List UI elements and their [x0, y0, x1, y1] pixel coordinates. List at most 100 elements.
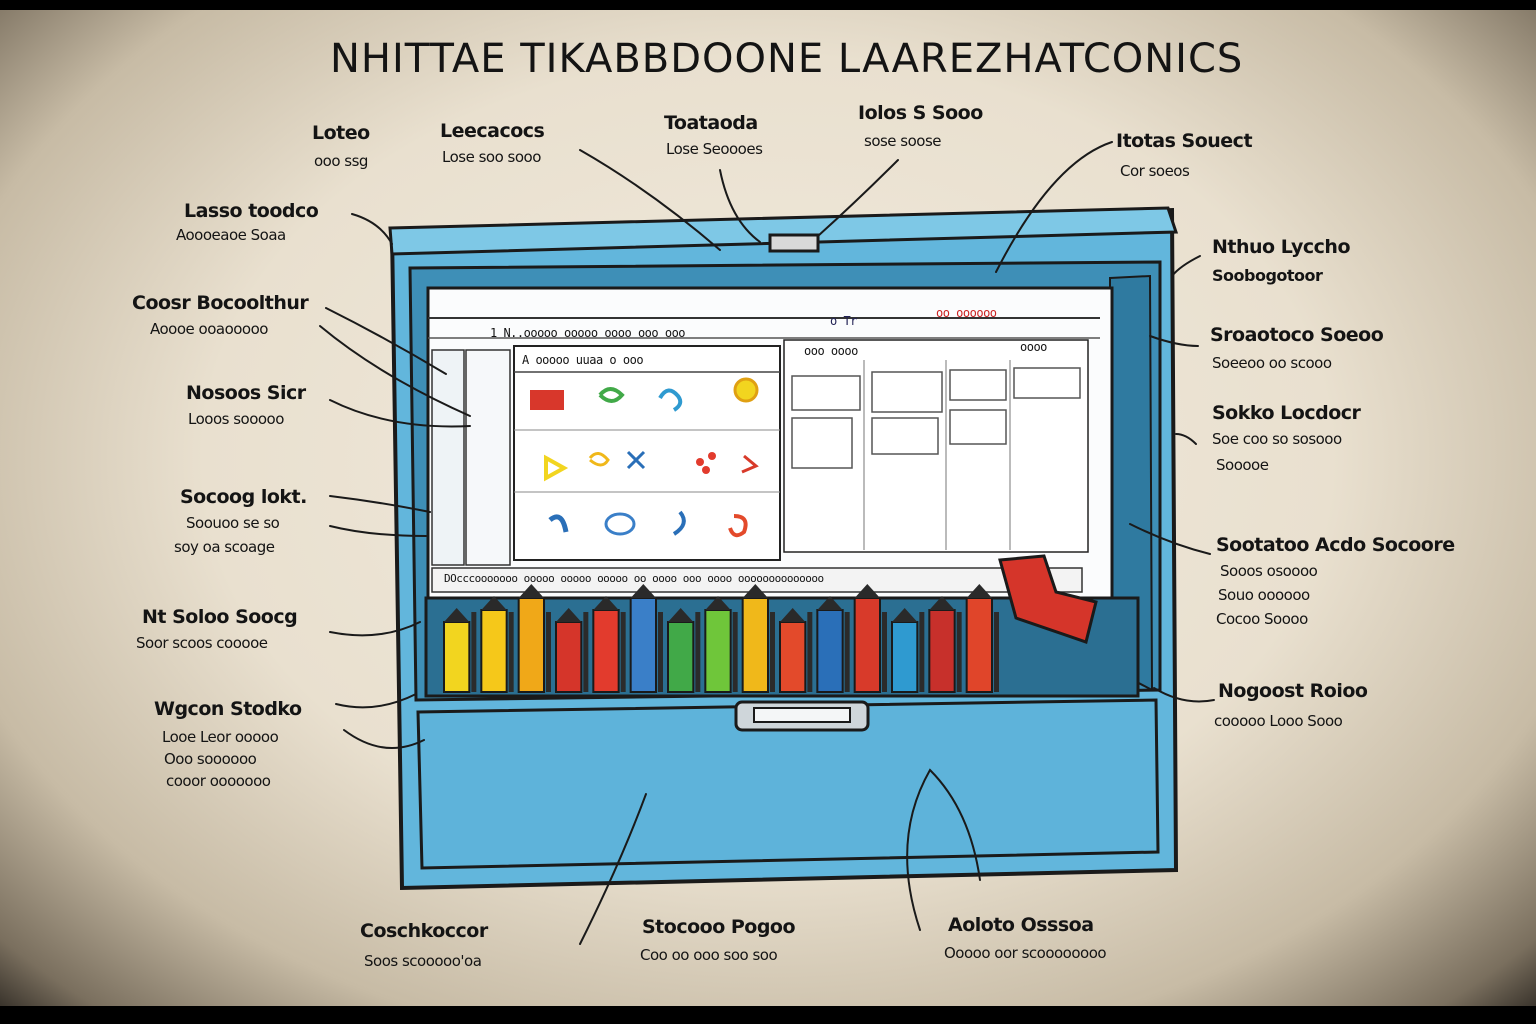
tool-tip	[705, 596, 731, 610]
label-left-6-sub2: Ooo soooooo	[164, 750, 257, 768]
properties-tabs-2[interactable]: oooo	[1020, 340, 1047, 354]
screen-menu[interactable]: 1 N..ooooo ooooo oooo ooo ooo	[490, 326, 686, 340]
label-top-5-sub: Cor soeos	[1120, 162, 1190, 180]
tool-tip	[742, 584, 768, 598]
properties-tabs[interactable]: ooo oooo	[804, 344, 858, 358]
tool-tip	[854, 584, 880, 598]
cabinet-drawer[interactable]	[416, 698, 1160, 870]
tool-item	[853, 597, 882, 693]
tool-item	[891, 621, 919, 693]
label-top-3-sub: Lose Seoooes	[666, 140, 763, 158]
cabinet-lid	[388, 206, 1179, 256]
tool-divider	[807, 612, 813, 692]
tool-divider	[882, 612, 887, 692]
label-bottom-3-head: Aoloto Osssoa	[948, 914, 1094, 936]
tool-divider	[844, 612, 850, 692]
palette-sidebar[interactable]	[465, 349, 511, 566]
tool-item	[741, 597, 770, 693]
label-top-4-head: Iolos S Sooo	[858, 102, 983, 124]
label-left-1-head: Lasso toodco	[184, 200, 319, 222]
label-bottom-3-sub: Ooooo oor scoooooooo	[944, 944, 1107, 962]
tool-item	[667, 621, 695, 693]
drawing-canvas[interactable]	[513, 345, 781, 561]
label-left-4-sub: Soouoo se so	[186, 514, 280, 532]
tool-tip	[593, 596, 619, 610]
screen-top-right[interactable]: o Tr	[830, 314, 857, 328]
tool-tip	[444, 608, 470, 622]
tool-tip	[668, 608, 694, 622]
label-top-2-sub: Lose soo sooo	[442, 148, 541, 166]
label-right-4-sub3: Cocoo Soooo	[1216, 610, 1308, 628]
label-left-3-sub: Looos sooooo	[188, 410, 284, 428]
tool-tip	[630, 584, 656, 598]
label-left-1-sub: Aoooeaoe Soaa	[176, 226, 286, 244]
tool-item	[592, 609, 620, 693]
tool-tip	[929, 596, 955, 610]
label-right-4-sub: Sooos osoooo	[1220, 562, 1318, 580]
label-right-4-sub2: Souo oooooo	[1218, 586, 1310, 604]
tool-tip	[966, 584, 992, 598]
label-left-2-head: Coosr Bocoolthur	[132, 292, 309, 314]
tool-tip	[817, 596, 843, 610]
diagram-title: NHITTAE TIKABBDOONE LAAREZHATCONICS	[330, 36, 1244, 82]
tool-divider	[508, 612, 514, 692]
label-right-5-sub: cooooo Looo Sooo	[1214, 712, 1343, 730]
tool-item	[779, 621, 807, 693]
tool-divider	[732, 612, 738, 692]
tool-item	[629, 597, 658, 693]
label-left-6-sub3: cooor ooooooo	[166, 772, 271, 790]
canvas-panel-title: A ooooo uuaa o ooo	[522, 353, 644, 367]
label-left-6-sub: Looe Leor ooooo	[162, 728, 279, 746]
tool-divider	[770, 612, 775, 692]
label-top-2-head: Leecacocs	[440, 120, 545, 142]
label-bottom-2-head: Stocooo Pogoo	[642, 916, 796, 938]
label-bottom-1-sub: Soos scooooo'oa	[364, 952, 482, 970]
tool-divider	[919, 612, 925, 692]
tool-rack	[443, 584, 999, 693]
screen-window	[426, 286, 1114, 600]
tool-item	[517, 597, 546, 693]
label-top-4-sub: sose soose	[864, 132, 942, 150]
leader-lines	[319, 141, 1215, 945]
label-left-5-sub: Soor scoos cooooe	[136, 634, 268, 652]
label-right-2-sub: Soeeoo oo scooo	[1212, 354, 1332, 372]
label-right-5-head: Nogoost Roioo	[1218, 680, 1368, 702]
label-right-3-head: Sokko Locdocr	[1212, 402, 1361, 424]
canvas-sketches	[530, 377, 759, 538]
label-right-1-sub: Soobogotoor	[1212, 266, 1323, 285]
tool-tip	[892, 608, 918, 622]
label-top-1-head: Loteo	[312, 122, 370, 144]
tool-item	[480, 609, 508, 693]
label-left-4-head: Socoog lokt.	[180, 486, 307, 508]
status-text: DOcccooooooo ooooo ooooo ooooo oo oooo o…	[444, 572, 824, 585]
screen-menu-right[interactable]: oo oooooo	[936, 306, 997, 320]
label-left-2-sub: Aoooe ooaooooo	[150, 320, 268, 338]
label-left-4-sub2: soy oa scoage	[174, 538, 275, 556]
tool-tip	[481, 596, 507, 610]
label-right-1-head: Nthuo Lyccho	[1212, 236, 1351, 258]
tool-item	[443, 621, 471, 693]
label-right-3-sub2: Sooooe	[1216, 456, 1269, 474]
tool-divider	[956, 612, 962, 692]
label-bottom-1-head: Coschkoccor	[360, 920, 488, 942]
tool-divider	[658, 612, 663, 692]
tool-item	[816, 609, 844, 693]
label-right-3-sub: Soe coo so sosooo	[1212, 430, 1342, 448]
lid-clasp	[768, 233, 820, 253]
tool-divider	[471, 612, 477, 692]
tool-tip	[518, 584, 544, 598]
label-left-5-head: Nt Soloo Soocg	[142, 606, 298, 628]
label-top-3-head: Toataoda	[664, 112, 758, 134]
tool-item	[965, 597, 994, 693]
label-right-2-head: Sroaotoco Soeoo	[1210, 324, 1384, 346]
tool-divider	[583, 612, 589, 692]
tool-divider	[994, 612, 999, 692]
tool-divider	[620, 612, 626, 692]
label-left-6-head: Wgcon Stodko	[154, 698, 302, 720]
red-tool	[998, 554, 1098, 644]
tool-sidebar[interactable]	[431, 349, 465, 566]
label-left-3-head: Nosoos Sicr	[186, 382, 306, 404]
tool-divider	[695, 612, 701, 692]
